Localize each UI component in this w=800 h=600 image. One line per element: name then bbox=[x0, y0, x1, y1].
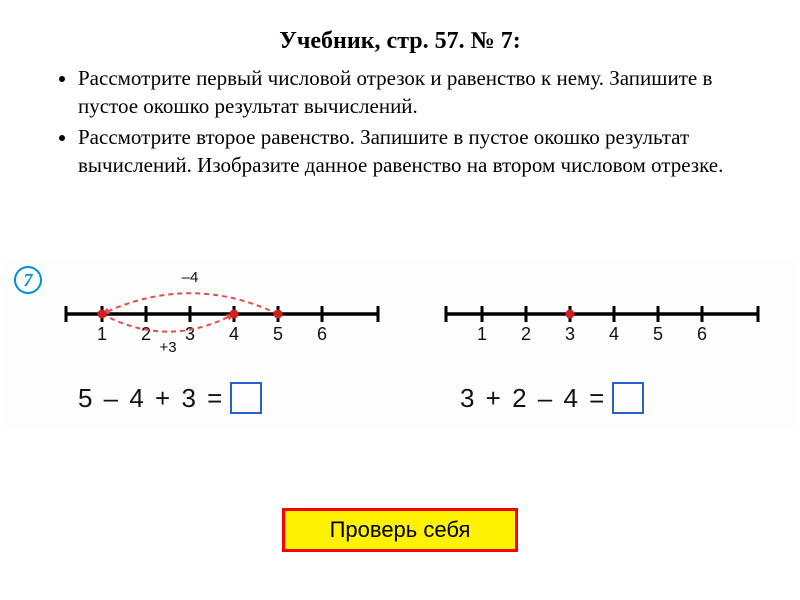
equation-text: 5 – 4 + 3 = bbox=[78, 383, 224, 414]
button-label: Проверь себя bbox=[330, 517, 471, 543]
task-item: Рассмотрите первый числовой отрезок и ра… bbox=[78, 65, 754, 120]
task-item: Рассмотрите второе равенство. Запишите в… bbox=[78, 124, 754, 179]
task-list: Рассмотрите первый числовой отрезок и ра… bbox=[56, 65, 754, 180]
equation-text: 3 + 2 – 4 = bbox=[460, 383, 606, 414]
svg-text:4: 4 bbox=[229, 324, 239, 344]
equation-right: 3 + 2 – 4 = bbox=[460, 382, 644, 414]
answer-box[interactable] bbox=[612, 382, 644, 414]
exercise-figure: 7 1 2 3 4 5 6 –4 +3 1 2 3 4 5 6 5 – 4 + 3 = 3 + 2 – … bbox=[4, 260, 796, 428]
exercise-number-badge: 7 bbox=[14, 266, 42, 294]
svg-text:5: 5 bbox=[273, 324, 283, 344]
svg-text:2: 2 bbox=[521, 324, 531, 344]
svg-text:+3: +3 bbox=[159, 339, 176, 356]
svg-text:1: 1 bbox=[477, 324, 487, 344]
svg-text:1: 1 bbox=[97, 324, 107, 344]
svg-text:4: 4 bbox=[609, 324, 619, 344]
number-line-right: 1 2 3 4 5 6 bbox=[442, 266, 762, 362]
svg-text:3: 3 bbox=[185, 324, 195, 344]
svg-text:2: 2 bbox=[141, 324, 151, 344]
answer-box[interactable] bbox=[230, 382, 262, 414]
number-line-left: 1 2 3 4 5 6 –4 +3 bbox=[62, 266, 382, 362]
svg-text:–4: –4 bbox=[182, 269, 199, 286]
page-title: Учебник, стр. 57. № 7: bbox=[46, 28, 754, 55]
equation-left: 5 – 4 + 3 = bbox=[78, 382, 262, 414]
svg-text:6: 6 bbox=[317, 324, 327, 344]
svg-text:6: 6 bbox=[697, 324, 707, 344]
svg-text:5: 5 bbox=[653, 324, 663, 344]
check-yourself-button[interactable]: Проверь себя bbox=[282, 508, 518, 552]
svg-text:3: 3 bbox=[565, 324, 575, 344]
